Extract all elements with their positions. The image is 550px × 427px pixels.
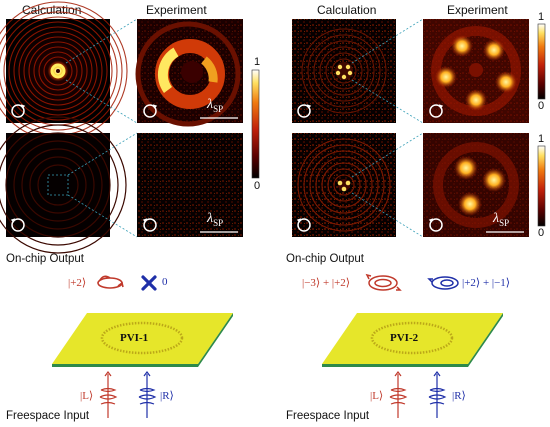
ket-sum-red: |−3⟩ + |+2⟩ <box>302 277 351 289</box>
header-calculation-right: Calculation <box>317 3 377 17</box>
zoom-box <box>47 174 69 196</box>
circular-polarization-icon <box>142 218 157 232</box>
vortex-icon-red-right <box>365 273 402 291</box>
ket-L-right: |L⟩ <box>370 390 384 402</box>
colorbar-right-bottom-min: 0 <box>538 227 545 239</box>
ket-L-left: |L⟩ <box>80 390 94 402</box>
circular-polarization-icon <box>10 218 25 232</box>
wavelength-label-2: λSP <box>207 211 224 228</box>
ket-plus2-left: |+2⟩ <box>68 277 87 289</box>
circular-polarization-icon <box>297 104 312 118</box>
freespace-input-title-right: Freespace Input <box>286 410 370 422</box>
header-calculation-left: Calculation <box>22 3 82 17</box>
ket-R-left: |R⟩ <box>160 390 174 402</box>
exp-left-bottom-panel <box>137 133 243 237</box>
exp-left-top-panel <box>135 19 243 127</box>
exp-right-bottom-panel <box>423 133 529 237</box>
exp-right-top-panel <box>423 19 529 123</box>
device-plate-left <box>52 313 233 367</box>
ket-R-right: |R⟩ <box>452 390 466 402</box>
wavelength-label-3: λSP <box>493 211 510 228</box>
circular-polarization-icon <box>429 104 444 118</box>
circular-polarization-icon <box>296 218 311 232</box>
cross-zero-icon <box>141 275 157 291</box>
vortex-icon-blue <box>427 276 459 290</box>
circular-polarization-icon <box>428 218 443 232</box>
header-experiment-left: Experiment <box>146 3 207 17</box>
colorbar-right-top-max: 1 <box>538 11 545 23</box>
zoom-connectors-bottom-left <box>67 132 138 238</box>
beam-red-right <box>389 371 408 418</box>
colorbar-right-bottom-max: 1 <box>538 133 545 145</box>
zero-label: 0 <box>162 276 168 288</box>
colorbar-right-top <box>537 23 546 100</box>
beam-blue-right <box>428 371 447 418</box>
colorbar-left <box>251 69 260 179</box>
calc-left-top-panel <box>0 1 128 141</box>
freespace-input-title-left: Freespace Input <box>6 410 90 422</box>
colorbar-right-bottom <box>537 145 546 227</box>
zoom-connectors-top-right <box>351 18 424 124</box>
wavelength-label-1: λSP <box>207 97 224 114</box>
ket-sum-blue: |+2⟩ + |−1⟩ <box>462 277 511 289</box>
onchip-output-title-right: On-chip Output <box>286 253 364 265</box>
circular-polarization-icon <box>143 104 158 118</box>
circular-polarization-icon <box>11 104 26 118</box>
beam-blue-left <box>138 371 157 418</box>
colorbar-right-top-min: 0 <box>538 100 545 112</box>
calc-right-bottom-panel <box>292 133 396 237</box>
zoom-connectors-top-left <box>65 18 138 124</box>
beam-red-left <box>99 371 118 418</box>
onchip-output-title-left: On-chip Output <box>6 253 84 265</box>
zoom-connectors-bottom-right <box>351 132 424 238</box>
device-plate-right <box>322 313 503 367</box>
vortex-icon-red-left <box>97 275 124 289</box>
header-experiment-right: Experiment <box>447 3 508 17</box>
calc-left-bottom-panel <box>0 116 127 254</box>
calc-right-top-panel <box>292 19 396 123</box>
device-label-right: PVI-2 <box>390 332 419 344</box>
colorbar-left-min: 0 <box>254 180 261 192</box>
device-label-left: PVI-1 <box>120 332 149 344</box>
colorbar-left-max: 1 <box>254 56 261 68</box>
